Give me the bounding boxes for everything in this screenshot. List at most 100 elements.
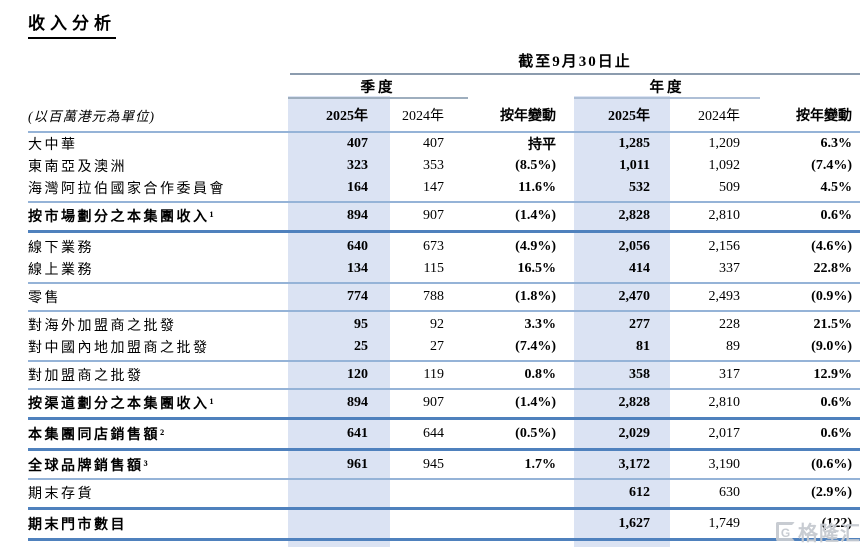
cell-quarter-2024: 644 bbox=[423, 426, 444, 441]
cell-year-change: 0.6% bbox=[820, 208, 853, 223]
table-row: 東南亞及澳洲 323 353 (8.5%) 1,011 1,092 (7.4%) bbox=[28, 155, 860, 177]
cell-quarter-2025: 95 bbox=[354, 317, 368, 332]
section-divider-thin bbox=[28, 478, 860, 480]
section-divider-thin bbox=[28, 388, 860, 390]
cell-year-change: 22.8% bbox=[813, 261, 853, 276]
table-row: 按市場劃分之本集團收入¹ 894 907 (1.4%) 2,828 2,810 0.6% bbox=[28, 205, 860, 227]
cell-year-change: (0.6%) bbox=[811, 457, 852, 472]
cell-year-2025: 1,627 bbox=[618, 516, 651, 531]
section-divider-thick bbox=[28, 507, 860, 510]
section-divider-thin bbox=[28, 201, 860, 203]
cell-quarter-2024: 353 bbox=[423, 158, 444, 173]
cell-year-change: 0.6% bbox=[820, 426, 853, 441]
cell-year-change: 4.5% bbox=[820, 180, 853, 195]
cell-quarter-2025: 120 bbox=[347, 367, 368, 382]
cell-year-change: (0.9%) bbox=[811, 289, 852, 304]
row-label: 本集團同店銷售額² bbox=[28, 428, 167, 443]
section-divider-thin bbox=[28, 282, 860, 284]
cell-quarter-change: (8.5%) bbox=[515, 158, 556, 173]
section-divider-thick bbox=[28, 417, 860, 420]
group-header-row: 季度 年度 bbox=[28, 75, 860, 99]
col-header-quarter-yoy: 按年變動 bbox=[500, 109, 556, 124]
cell-quarter-change: 1.7% bbox=[524, 457, 557, 472]
cell-year-2025: 1,011 bbox=[619, 158, 650, 173]
cell-quarter-2024: 119 bbox=[423, 367, 444, 382]
table-row: 對加盟商之批發 120 119 0.8% 358 317 12.9% bbox=[28, 364, 860, 386]
table-row: 大中華 407 407 持平 1,285 1,209 6.3% bbox=[28, 133, 860, 155]
column-header-row: (以百萬港元為單位) 2025年 2024年 按年變動 2025年 2024年 … bbox=[28, 99, 860, 131]
table-body: 大中華 407 407 持平 1,285 1,209 6.3% 東南亞及澳洲 323 353 (8.… bbox=[0, 133, 864, 541]
section-divider-thick bbox=[28, 448, 860, 451]
cell-year-2025: 532 bbox=[629, 180, 650, 195]
cell-year-2025: 2,470 bbox=[618, 289, 651, 304]
col-header-year-2025: 2025年 bbox=[608, 109, 650, 124]
cell-quarter-change: 0.8% bbox=[524, 367, 557, 382]
cell-quarter-2024: 945 bbox=[423, 457, 444, 472]
cell-quarter-2024: 115 bbox=[423, 261, 444, 276]
cell-year-change: 0.6% bbox=[820, 395, 853, 410]
cell-year-change: (122) bbox=[821, 516, 852, 531]
cell-year-2025: 277 bbox=[629, 317, 650, 332]
header-divider bbox=[28, 131, 860, 133]
group-label-year: 年度 bbox=[574, 76, 760, 99]
table-row: 按渠道劃分之本集團收入¹ 894 907 (1.4%) 2,828 2,810 0.6% bbox=[28, 392, 860, 414]
cell-year-2024: 509 bbox=[719, 180, 740, 195]
cell-quarter-2025: 894 bbox=[347, 208, 368, 223]
cell-year-change: (9.0%) bbox=[811, 339, 852, 354]
period-header: 截至9月30日止 bbox=[518, 54, 632, 70]
table-row: 對海外加盟商之批發 95 92 3.3% 277 228 21.5% bbox=[28, 314, 860, 336]
cell-year-2024: 89 bbox=[726, 339, 740, 354]
table-row: 全球品牌銷售額³ 961 945 1.7% 3,172 3,190 (0.6%) bbox=[28, 454, 860, 476]
cell-quarter-2024: 907 bbox=[423, 208, 444, 223]
cell-year-change: 21.5% bbox=[813, 317, 853, 332]
row-label: 按渠道劃分之本集團收入¹ bbox=[28, 397, 217, 412]
row-label: 按市場劃分之本集團收入¹ bbox=[28, 210, 217, 225]
cell-quarter-2025: 134 bbox=[347, 261, 368, 276]
cell-year-2024: 317 bbox=[719, 367, 740, 382]
cell-quarter-change: 16.5% bbox=[517, 261, 557, 276]
cell-quarter-change: 3.3% bbox=[524, 317, 557, 332]
cell-year-2024: 2,156 bbox=[708, 239, 741, 254]
cell-year-change: (7.4%) bbox=[811, 158, 852, 173]
cell-year-2024: 3,190 bbox=[708, 457, 741, 472]
cell-quarter-change: (7.4%) bbox=[515, 339, 556, 354]
cell-year-2024: 1,749 bbox=[708, 516, 741, 531]
cell-quarter-2025: 25 bbox=[354, 339, 368, 354]
section-divider-thin bbox=[28, 310, 860, 312]
cell-quarter-2025: 407 bbox=[347, 136, 368, 151]
cell-year-change: 6.3% bbox=[820, 136, 853, 151]
section-divider-thin bbox=[28, 360, 860, 362]
row-label: 線下業務 bbox=[28, 241, 94, 256]
cell-year-change: (4.6%) bbox=[811, 239, 852, 254]
col-header-quarter-2025: 2025年 bbox=[326, 109, 368, 124]
cell-quarter-2024: 27 bbox=[430, 339, 444, 354]
cell-quarter-2024: 92 bbox=[430, 317, 444, 332]
group-label-quarter: 季度 bbox=[288, 76, 468, 99]
cell-year-2025: 3,172 bbox=[618, 457, 651, 472]
cell-quarter-2025: 640 bbox=[347, 239, 368, 254]
cell-quarter-change: 持平 bbox=[528, 138, 556, 153]
row-label: 對加盟商之批發 bbox=[28, 369, 144, 384]
cell-quarter-change: (1.8%) bbox=[515, 289, 556, 304]
cell-year-2025: 358 bbox=[629, 367, 650, 382]
cell-quarter-2024: 147 bbox=[423, 180, 444, 195]
cell-quarter-2024: 673 bbox=[423, 239, 444, 254]
table-row: 零售 774 788 (1.8%) 2,470 2,493 (0.9%) bbox=[28, 286, 860, 308]
cell-quarter-2024: 407 bbox=[423, 136, 444, 151]
cell-year-change: (2.9%) bbox=[811, 485, 852, 500]
gelonghui-logo-icon: G bbox=[776, 522, 795, 541]
row-label: 東南亞及澳洲 bbox=[28, 160, 127, 175]
cell-year-2024: 2,810 bbox=[708, 395, 741, 410]
row-label: 期末門市數目 bbox=[28, 518, 127, 533]
cell-quarter-change: (1.4%) bbox=[515, 395, 556, 410]
cell-quarter-2024: 907 bbox=[423, 395, 444, 410]
cell-quarter-2025: 323 bbox=[347, 158, 368, 173]
cell-year-2024: 2,810 bbox=[708, 208, 741, 223]
cell-quarter-change: (1.4%) bbox=[515, 208, 556, 223]
table-row: 期末存貨 612 630 (2.9%) bbox=[28, 482, 860, 504]
row-label: 對中國內地加盟商之批發 bbox=[28, 341, 210, 356]
table-row: 期末門市數目 1,627 1,749 (122) bbox=[28, 513, 860, 535]
table-row: 線上業務 134 115 16.5% 414 337 22.8% bbox=[28, 258, 860, 280]
cell-quarter-2025: 164 bbox=[347, 180, 368, 195]
